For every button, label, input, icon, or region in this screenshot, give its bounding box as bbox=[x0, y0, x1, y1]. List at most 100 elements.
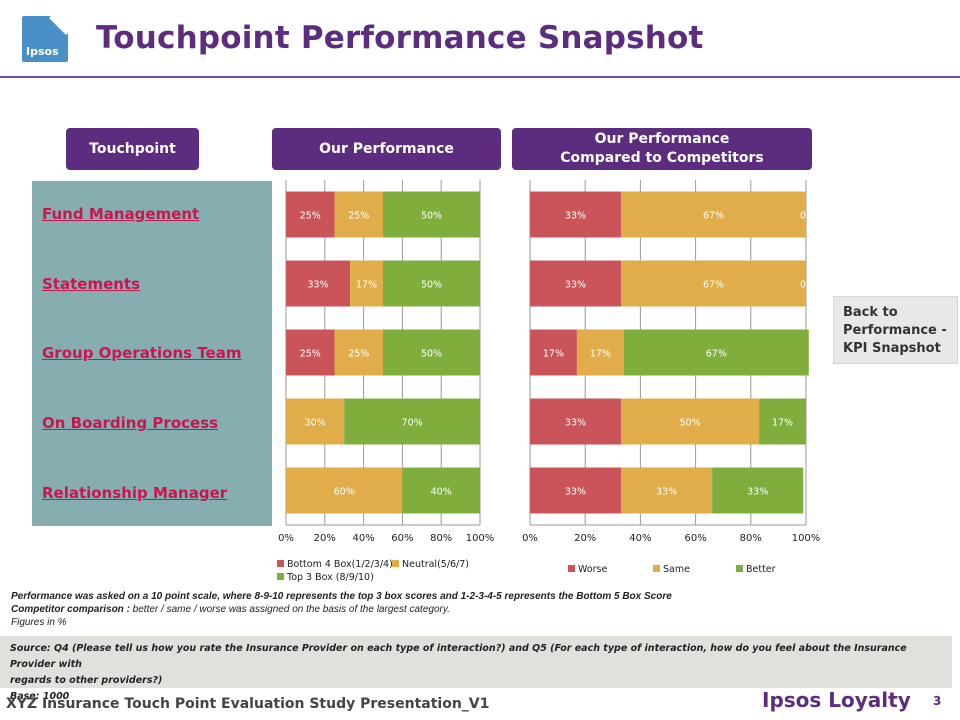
data-label: 70% bbox=[402, 418, 423, 429]
bar-segment bbox=[383, 260, 480, 307]
source-line1: Source: Q4 (Please tell us how you rate … bbox=[10, 643, 907, 670]
bar-segment bbox=[286, 467, 403, 514]
bar-segment bbox=[286, 329, 335, 376]
notes-line2-bold: Competitor comparison : bbox=[11, 604, 130, 615]
our-performance-header: Our Performance bbox=[272, 128, 501, 170]
legend-label: Better bbox=[746, 564, 776, 575]
data-label: 33% bbox=[565, 418, 586, 429]
legend-swatch bbox=[277, 560, 284, 567]
data-label: 60% bbox=[334, 487, 355, 498]
back-button-line1: Back to bbox=[843, 305, 898, 320]
data-label: 40% bbox=[431, 487, 452, 498]
legend-swatch bbox=[736, 565, 743, 572]
x-tick-label: 60% bbox=[684, 533, 706, 544]
data-label: 25% bbox=[348, 349, 369, 360]
study-title: XYZ Insurance Touch Point Evaluation Stu… bbox=[6, 696, 490, 712]
bar-segment bbox=[621, 191, 806, 238]
bar-segment bbox=[621, 467, 713, 514]
bar-segment bbox=[712, 467, 804, 514]
x-tick-label: 40% bbox=[629, 533, 651, 544]
data-label: 17% bbox=[772, 418, 793, 429]
data-label: 25% bbox=[348, 211, 369, 222]
bar-segment bbox=[402, 467, 480, 514]
bar-segment bbox=[286, 398, 345, 445]
data-label: 50% bbox=[421, 211, 442, 222]
bar-segment bbox=[530, 467, 622, 514]
compared-header-line2: Compared to Competitors bbox=[560, 150, 764, 166]
touchpoint-link-group-operations-team[interactable]: Group Operations Team bbox=[42, 344, 242, 362]
compared-header: Our Performance Compared to Competitors bbox=[512, 128, 812, 170]
legend-swatch bbox=[277, 573, 284, 580]
page-title: Touchpoint Performance Snapshot bbox=[96, 20, 704, 56]
x-tick-label: 20% bbox=[314, 533, 336, 544]
bar-segment bbox=[286, 260, 351, 307]
back-button-line2: Performance - bbox=[843, 323, 947, 338]
bar-segment bbox=[383, 191, 480, 238]
bar-segment bbox=[334, 191, 383, 238]
data-label: 50% bbox=[421, 349, 442, 360]
bar-segment bbox=[383, 329, 480, 376]
compared-header-line1: Our Performance bbox=[594, 131, 730, 147]
competitor-comparison-chart: 0% 20% 40% 60% 80% 100% 33% 67% 0 33% 67% 0 17% 17% 67… bbox=[522, 180, 821, 575]
touchpoint-link-fund-management[interactable]: Fund Management bbox=[42, 205, 200, 223]
data-label: 25% bbox=[300, 211, 321, 222]
source-box: Source: Q4 (Please tell us how you rate … bbox=[0, 636, 952, 702]
bar-segment bbox=[621, 260, 806, 307]
logo-fold-shape bbox=[49, 16, 68, 35]
data-label: 33% bbox=[307, 280, 328, 291]
legend-swatch bbox=[568, 565, 575, 572]
x-tick-label: 0% bbox=[278, 533, 294, 544]
notes-line2-rest: better / same / worse was assigned on th… bbox=[129, 604, 450, 615]
legend-label: Worse bbox=[578, 564, 608, 575]
data-label: 33% bbox=[747, 487, 768, 498]
data-label: 33% bbox=[656, 487, 677, 498]
bar-segment bbox=[621, 398, 760, 445]
bar-segment bbox=[530, 260, 622, 307]
bar-segment bbox=[623, 329, 809, 376]
bar-segment bbox=[576, 329, 624, 376]
x-tick-label: 100% bbox=[466, 533, 495, 544]
bar-segment bbox=[530, 398, 622, 445]
touchpoint-link-statements[interactable]: Statements bbox=[42, 275, 141, 293]
legend-label: Same bbox=[663, 564, 690, 575]
source-line2: regards to other providers?) bbox=[10, 675, 163, 686]
touchpoint-link-relationship-manager[interactable]: Relationship Manager bbox=[42, 484, 228, 502]
legend-label: Neutral(5/6/7) bbox=[402, 559, 469, 570]
bar-segment bbox=[530, 191, 622, 238]
data-label: 17% bbox=[356, 280, 377, 291]
x-tick-label: 80% bbox=[430, 533, 452, 544]
data-label: 30% bbox=[305, 418, 326, 429]
data-label: 67% bbox=[706, 349, 727, 360]
data-label: 0 bbox=[800, 280, 806, 291]
data-label: 33% bbox=[565, 487, 586, 498]
bar-segment bbox=[530, 329, 577, 376]
x-tick-label: 100% bbox=[792, 533, 821, 544]
touchpoint-panel: Fund Management Statements Group Operati… bbox=[32, 181, 272, 526]
x-tick-label: 0% bbox=[522, 533, 538, 544]
back-button-line3: KPI Snapshot bbox=[843, 341, 941, 356]
touchpoint-header-label: Touchpoint bbox=[89, 140, 176, 157]
data-label: 50% bbox=[421, 280, 442, 291]
bar-segment bbox=[350, 260, 383, 307]
legend-label: Top 3 Box (8/9/10) bbox=[286, 572, 374, 583]
methodology-notes: Performance was asked on a 10 point scal… bbox=[11, 590, 911, 629]
legend-swatch bbox=[653, 565, 660, 572]
logo-text: Ipsos bbox=[26, 45, 59, 58]
source-line3: Base: 1000 bbox=[10, 691, 70, 702]
legend-label: Bottom 4 Box(1/2/3/4) bbox=[287, 559, 393, 570]
data-label: 25% bbox=[300, 349, 321, 360]
notes-line3: Figures in % bbox=[11, 617, 67, 628]
data-label: 17% bbox=[543, 349, 564, 360]
data-label: 67% bbox=[703, 211, 724, 222]
our-performance-header-label: Our Performance bbox=[319, 140, 454, 157]
data-label: 67% bbox=[703, 280, 724, 291]
title-divider bbox=[0, 76, 960, 78]
back-to-kpi-snapshot-button[interactable]: Back to Performance - KPI Snapshot bbox=[833, 296, 958, 364]
ipsos-loyalty-brand: Ipsos Loyalty bbox=[762, 688, 911, 712]
touchpoint-link-on-boarding-process[interactable]: On Boarding Process bbox=[42, 414, 219, 432]
notes-line1: Performance was asked on a 10 point scal… bbox=[11, 591, 672, 602]
data-label: 50% bbox=[680, 418, 701, 429]
ipsos-logo: Ipsos bbox=[22, 16, 68, 62]
data-label: 33% bbox=[565, 280, 586, 291]
bar-segment bbox=[344, 398, 480, 445]
